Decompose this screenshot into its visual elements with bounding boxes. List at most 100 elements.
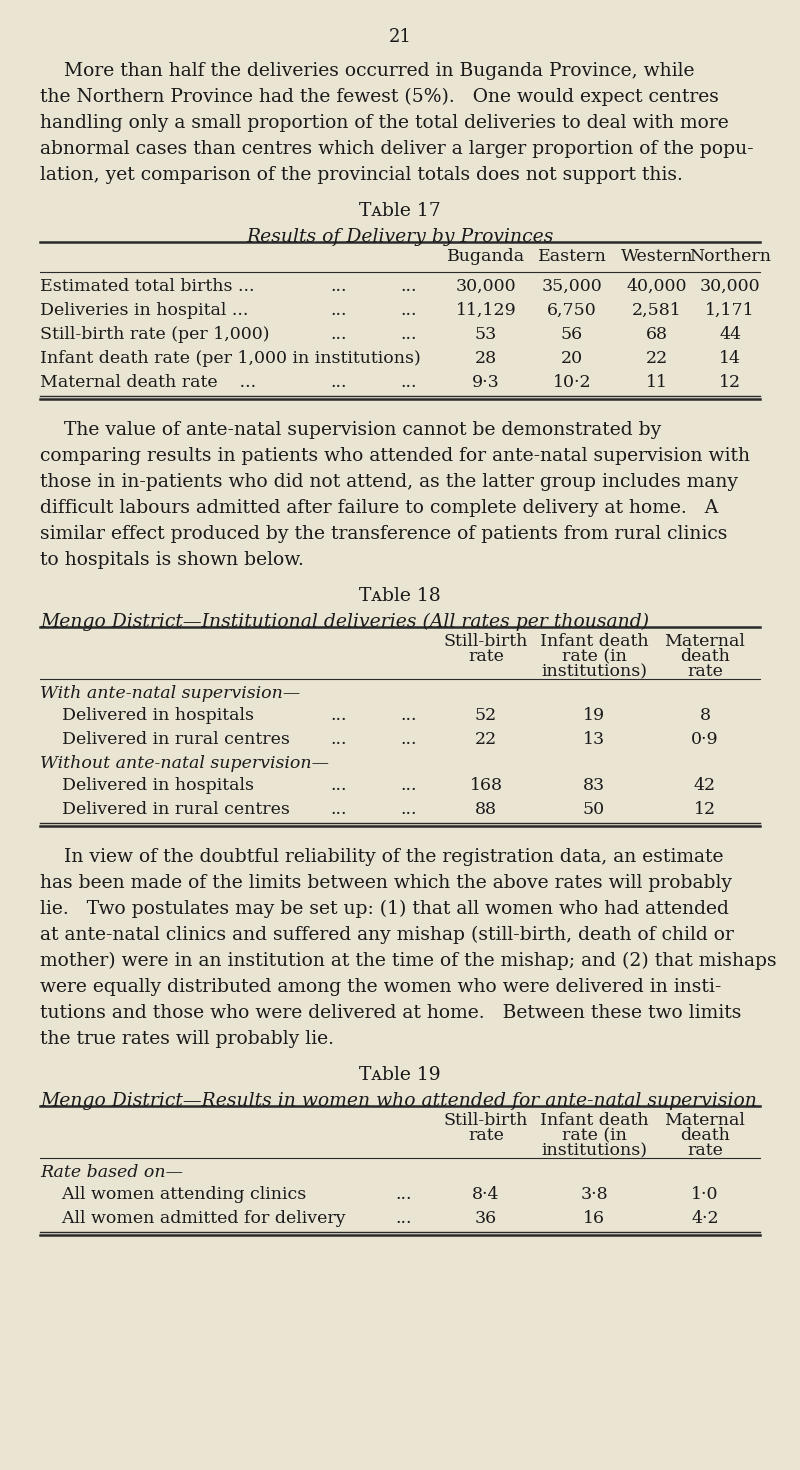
Text: Delivered in rural centres: Delivered in rural centres bbox=[40, 801, 290, 817]
Text: ...: ... bbox=[400, 731, 417, 748]
Text: 8·4: 8·4 bbox=[472, 1186, 500, 1202]
Text: tutions and those who were delivered at home.   Between these two limits: tutions and those who were delivered at … bbox=[40, 1004, 742, 1022]
Text: Tᴀble 19: Tᴀble 19 bbox=[359, 1066, 441, 1083]
Text: Rate based on—: Rate based on— bbox=[40, 1164, 183, 1180]
Text: handling only a small proportion of the total deliveries to deal with more: handling only a small proportion of the … bbox=[40, 115, 729, 132]
Text: Mengo District—Institutional deliveries (All rates per thousand): Mengo District—Institutional deliveries … bbox=[40, 613, 649, 631]
Text: ...: ... bbox=[400, 801, 417, 817]
Text: ...: ... bbox=[330, 707, 346, 725]
Text: were equally distributed among the women who were delivered in insti-: were equally distributed among the women… bbox=[40, 978, 722, 997]
Text: mother) were in an institution at the time of the mishap; and (2) that mishaps: mother) were in an institution at the ti… bbox=[40, 953, 777, 970]
Text: institutions): institutions) bbox=[541, 663, 647, 681]
Text: 11,129: 11,129 bbox=[456, 301, 516, 319]
Text: 52: 52 bbox=[475, 707, 497, 725]
Text: 28: 28 bbox=[475, 350, 497, 368]
Text: 40,000: 40,000 bbox=[626, 278, 687, 295]
Text: 21: 21 bbox=[389, 28, 411, 46]
Text: Northern: Northern bbox=[689, 248, 771, 265]
Text: Tᴀble 17: Tᴀble 17 bbox=[359, 201, 441, 220]
Text: 9·3: 9·3 bbox=[472, 373, 500, 391]
Text: ...: ... bbox=[400, 278, 417, 295]
Text: those in in-patients who did not attend, as the latter group includes many: those in in-patients who did not attend,… bbox=[40, 473, 738, 491]
Text: 1·0: 1·0 bbox=[691, 1186, 718, 1202]
Text: 22: 22 bbox=[646, 350, 668, 368]
Text: 53: 53 bbox=[475, 326, 497, 343]
Text: abnormal cases than centres which deliver a larger proportion of the popu-: abnormal cases than centres which delive… bbox=[40, 140, 754, 157]
Text: 3·8: 3·8 bbox=[580, 1186, 608, 1202]
Text: rate (in: rate (in bbox=[562, 648, 626, 664]
Text: 50: 50 bbox=[583, 801, 605, 817]
Text: ...: ... bbox=[395, 1186, 411, 1202]
Text: institutions): institutions) bbox=[541, 1142, 647, 1158]
Text: Still-birth: Still-birth bbox=[444, 1111, 528, 1129]
Text: Infant death rate (per 1,000 in institutions): Infant death rate (per 1,000 in institut… bbox=[40, 350, 421, 368]
Text: Western: Western bbox=[621, 248, 694, 265]
Text: ...: ... bbox=[330, 801, 346, 817]
Text: 36: 36 bbox=[475, 1210, 497, 1227]
Text: to hospitals is shown below.: to hospitals is shown below. bbox=[40, 551, 304, 569]
Text: ...: ... bbox=[400, 326, 417, 343]
Text: lie.   Two postulates may be set up: (1) that all women who had attended: lie. Two postulates may be set up: (1) t… bbox=[40, 900, 729, 919]
Text: All women admitted for delivery: All women admitted for delivery bbox=[40, 1210, 346, 1227]
Text: 88: 88 bbox=[475, 801, 497, 817]
Text: 8: 8 bbox=[699, 707, 710, 725]
Text: comparing results in patients who attended for ante-natal supervision with: comparing results in patients who attend… bbox=[40, 447, 750, 465]
Text: More than half the deliveries occurred in Buganda Province, while: More than half the deliveries occurred i… bbox=[40, 62, 694, 79]
Text: The value of ante-natal supervision cannot be demonstrated by: The value of ante-natal supervision cann… bbox=[40, 420, 662, 440]
Text: 0·9: 0·9 bbox=[691, 731, 719, 748]
Text: 168: 168 bbox=[470, 778, 502, 794]
Text: Results of Delivery by Provinces: Results of Delivery by Provinces bbox=[246, 228, 554, 245]
Text: Delivered in hospitals: Delivered in hospitals bbox=[40, 778, 254, 794]
Text: Deliveries in hospital ...: Deliveries in hospital ... bbox=[40, 301, 248, 319]
Text: lation, yet comparison of the provincial totals does not support this.: lation, yet comparison of the provincial… bbox=[40, 166, 683, 184]
Text: 44: 44 bbox=[719, 326, 741, 343]
Text: Infant death: Infant death bbox=[540, 1111, 648, 1129]
Text: With ante-natal supervision—: With ante-natal supervision— bbox=[40, 685, 300, 703]
Text: 16: 16 bbox=[583, 1210, 605, 1227]
Text: 19: 19 bbox=[583, 707, 605, 725]
Text: Estimated total births ...: Estimated total births ... bbox=[40, 278, 254, 295]
Text: Without ante-natal supervision—: Without ante-natal supervision— bbox=[40, 756, 329, 772]
Text: ...: ... bbox=[400, 778, 417, 794]
Text: 1,171: 1,171 bbox=[705, 301, 755, 319]
Text: Maternal death rate    ...: Maternal death rate ... bbox=[40, 373, 256, 391]
Text: 4·2: 4·2 bbox=[691, 1210, 719, 1227]
Text: 30,000: 30,000 bbox=[700, 278, 760, 295]
Text: All women attending clinics: All women attending clinics bbox=[40, 1186, 306, 1202]
Text: 56: 56 bbox=[561, 326, 583, 343]
Text: 2,581: 2,581 bbox=[632, 301, 682, 319]
Text: the true rates will probably lie.: the true rates will probably lie. bbox=[40, 1030, 334, 1048]
Text: 30,000: 30,000 bbox=[456, 278, 516, 295]
Text: ...: ... bbox=[330, 326, 346, 343]
Text: 11: 11 bbox=[646, 373, 668, 391]
Text: Still-birth: Still-birth bbox=[444, 634, 528, 650]
Text: rate: rate bbox=[468, 1127, 504, 1144]
Text: similar effect produced by the transference of patients from rural clinics: similar effect produced by the transfere… bbox=[40, 525, 727, 542]
Text: Mengo District—Results in women who attended for ante-natal supervision: Mengo District—Results in women who atte… bbox=[40, 1092, 757, 1110]
Text: Delivered in hospitals: Delivered in hospitals bbox=[40, 707, 254, 725]
Text: rate: rate bbox=[687, 663, 723, 681]
Text: ...: ... bbox=[330, 778, 346, 794]
Text: rate: rate bbox=[687, 1142, 723, 1158]
Text: ...: ... bbox=[395, 1210, 411, 1227]
Text: Infant death: Infant death bbox=[540, 634, 648, 650]
Text: death: death bbox=[680, 648, 730, 664]
Text: ...: ... bbox=[400, 301, 417, 319]
Text: Still-birth rate (per 1,000): Still-birth rate (per 1,000) bbox=[40, 326, 270, 343]
Text: Delivered in rural centres: Delivered in rural centres bbox=[40, 731, 290, 748]
Text: 12: 12 bbox=[719, 373, 741, 391]
Text: ...: ... bbox=[330, 278, 346, 295]
Text: Tᴀble 18: Tᴀble 18 bbox=[359, 587, 441, 606]
Text: Maternal: Maternal bbox=[665, 1111, 746, 1129]
Text: at ante-natal clinics and suffered any mishap (still-birth, death of child or: at ante-natal clinics and suffered any m… bbox=[40, 926, 734, 944]
Text: In view of the doubtful reliability of the registration data, an estimate: In view of the doubtful reliability of t… bbox=[40, 848, 723, 866]
Text: ...: ... bbox=[330, 731, 346, 748]
Text: Maternal: Maternal bbox=[665, 634, 746, 650]
Text: rate: rate bbox=[468, 648, 504, 664]
Text: 35,000: 35,000 bbox=[542, 278, 602, 295]
Text: ...: ... bbox=[330, 373, 346, 391]
Text: 6,750: 6,750 bbox=[547, 301, 597, 319]
Text: 20: 20 bbox=[561, 350, 583, 368]
Text: 42: 42 bbox=[694, 778, 716, 794]
Text: has been made of the limits between which the above rates will probably: has been made of the limits between whic… bbox=[40, 875, 732, 892]
